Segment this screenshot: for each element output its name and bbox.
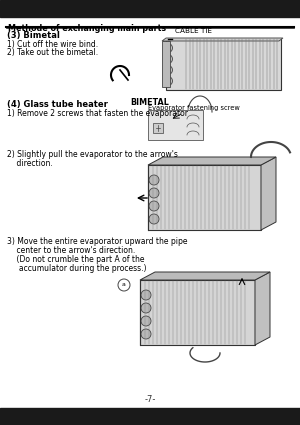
Circle shape <box>164 76 172 85</box>
Bar <box>148 165 261 230</box>
Bar <box>166 38 281 90</box>
Circle shape <box>164 43 172 53</box>
Text: 3) Move the entire evaporator upward the pipe: 3) Move the entire evaporator upward the… <box>7 237 188 246</box>
Circle shape <box>141 329 151 339</box>
Text: center to the arrow's direction.: center to the arrow's direction. <box>7 246 135 255</box>
Text: 2) Take out the bimetal.: 2) Take out the bimetal. <box>7 48 98 57</box>
Text: CABLE TIE: CABLE TIE <box>175 28 212 34</box>
Polygon shape <box>261 157 276 230</box>
Text: Evaporator fastening screw: Evaporator fastening screw <box>148 105 240 111</box>
Bar <box>0 408 300 425</box>
Polygon shape <box>162 38 283 41</box>
Polygon shape <box>148 157 276 165</box>
Circle shape <box>118 279 130 291</box>
Bar <box>148 110 203 140</box>
Text: direction.: direction. <box>7 159 53 168</box>
Polygon shape <box>140 272 270 280</box>
Text: a: a <box>122 283 126 287</box>
Circle shape <box>149 201 159 211</box>
Text: 2) Slightly pull the evaporator to the arrow's: 2) Slightly pull the evaporator to the a… <box>7 150 178 159</box>
Circle shape <box>141 316 151 326</box>
Polygon shape <box>255 272 270 345</box>
Text: accumulator during the process.): accumulator during the process.) <box>7 264 146 273</box>
Text: BIMETAL: BIMETAL <box>130 98 169 107</box>
Circle shape <box>149 188 159 198</box>
Circle shape <box>141 290 151 300</box>
Text: 1) Remove 2 screws that fasten the evaporator: 1) Remove 2 screws that fasten the evapo… <box>7 109 188 118</box>
Text: Methode of exchanging main parts: Methode of exchanging main parts <box>8 24 166 33</box>
Circle shape <box>164 65 172 74</box>
Bar <box>153 123 163 133</box>
Circle shape <box>141 303 151 313</box>
Bar <box>0 0 300 17</box>
Text: (Do not crumble the part A of the: (Do not crumble the part A of the <box>7 255 145 264</box>
Circle shape <box>149 175 159 185</box>
Text: (3) Bimetal: (3) Bimetal <box>7 31 60 40</box>
Bar <box>162 41 170 87</box>
Text: -7-: -7- <box>144 394 156 403</box>
Circle shape <box>164 54 172 63</box>
Text: 1) Cut off the wire bind.: 1) Cut off the wire bind. <box>7 40 98 49</box>
Text: (4) Glass tube heater: (4) Glass tube heater <box>7 100 108 109</box>
Circle shape <box>149 214 159 224</box>
Bar <box>140 280 255 345</box>
